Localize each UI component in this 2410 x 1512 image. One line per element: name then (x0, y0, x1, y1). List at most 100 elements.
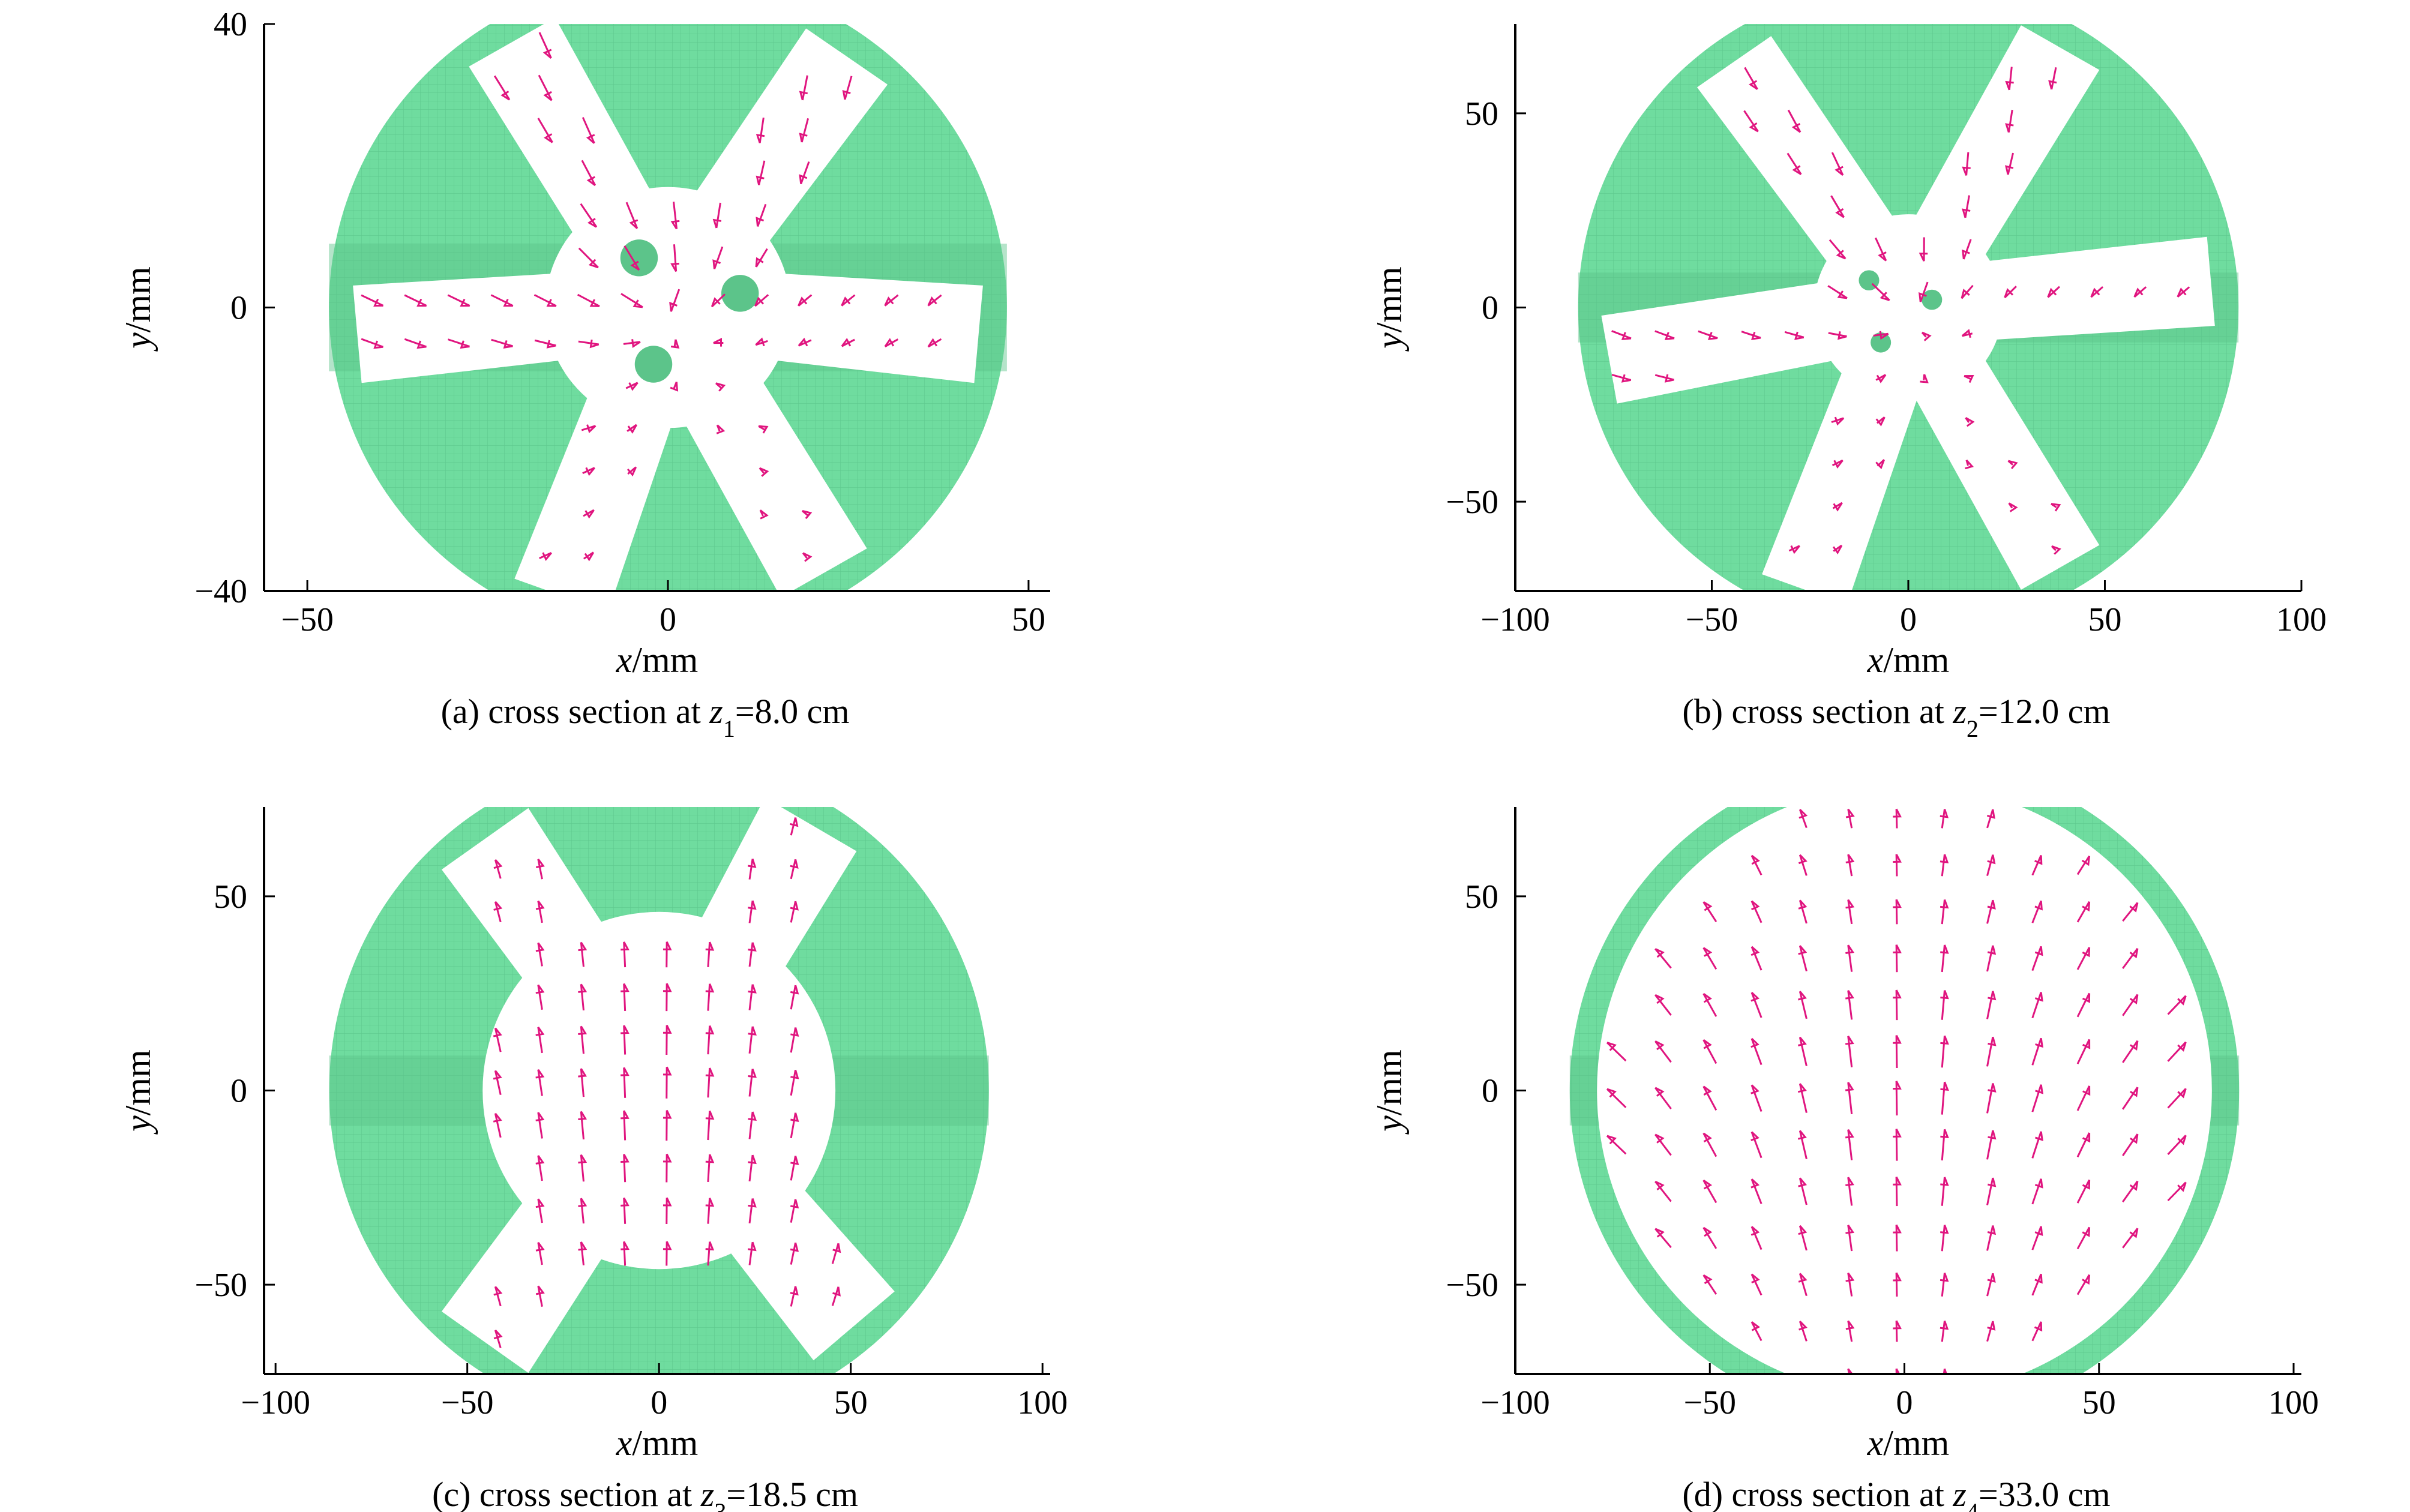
arrow-shaft (1741, 331, 1761, 339)
arrow-shaft (1895, 944, 1898, 973)
arrow-head (1702, 1039, 1712, 1049)
arrow-shaft (1941, 854, 1946, 877)
arrow-head (1664, 332, 1675, 340)
arrow-head (2177, 287, 2187, 298)
arrow-shaft (2031, 1178, 2042, 1205)
arrow-head (1895, 1368, 1901, 1374)
arrow-head (1750, 946, 1760, 956)
arrow-head (1893, 989, 1902, 999)
arrow-head (748, 859, 757, 868)
arrow-head (790, 1069, 799, 1079)
arrow-shaft (581, 160, 596, 186)
arrow-shaft (1847, 1036, 1853, 1067)
arrow-shaft (580, 1154, 584, 1182)
arrow-shaft (580, 1198, 584, 1224)
arrow-head (1893, 1034, 1902, 1044)
arrow-head (2034, 1274, 2043, 1284)
arrow-shaft (1702, 901, 1717, 923)
arrow-head (1879, 331, 1889, 340)
arrow-head (621, 1197, 630, 1207)
arrow-shaft (1786, 152, 1802, 175)
arrow-shaft (1986, 1321, 1994, 1342)
arrow-head (748, 1241, 757, 1252)
arrow-head (621, 983, 630, 992)
arrow-shaft (447, 294, 470, 307)
arrow-head (1702, 1274, 1713, 1285)
arrow-head (1845, 1129, 1854, 1139)
arrow-head (1750, 900, 1760, 911)
arrow-shaft (1941, 809, 1946, 829)
arrow-shaft (2031, 946, 2042, 971)
arrow-shaft (1941, 1177, 1946, 1206)
arrow-head (1621, 374, 1631, 383)
arrow-shaft (715, 202, 721, 229)
arrow-head (799, 133, 808, 143)
arrow-shaft (2167, 1041, 2187, 1062)
arrow-shaft (1847, 899, 1853, 925)
arrow-head (2130, 1040, 2139, 1051)
arrow-head (663, 1197, 672, 1207)
arrow-head (1940, 808, 1949, 818)
arrow-head (1893, 1128, 1902, 1138)
plot-area-b (1578, 24, 2239, 591)
x-tick-label: 0 (651, 1384, 667, 1421)
arrow-shaft (748, 942, 754, 967)
arrow-shaft (844, 76, 853, 100)
fluid-region (1597, 807, 2212, 1374)
arrow-shaft (2076, 992, 2090, 1018)
arrow-head (1836, 250, 1846, 260)
arrow-head (1654, 994, 1665, 1004)
arrow-shaft (1654, 330, 1675, 340)
arrow-head (1845, 899, 1855, 909)
arrow-shaft (539, 552, 552, 559)
arrow-shaft (1895, 899, 1898, 925)
arrow-shaft (1847, 1129, 1853, 1160)
arrow-shaft (1919, 281, 1929, 302)
arrow-shaft (1798, 945, 1808, 971)
arrow-shaft (447, 338, 470, 347)
arrow-shaft (1961, 284, 1974, 299)
x-tick-label: 50 (834, 1384, 868, 1421)
velocity-arrows (493, 817, 841, 1348)
arrow-head (1833, 460, 1844, 469)
arrow-shaft (494, 901, 502, 923)
arrow-shaft (491, 338, 513, 347)
arrow-head (2008, 502, 2018, 512)
arrow-shaft (1702, 1180, 1717, 1204)
arrow-shaft (494, 859, 502, 879)
fluid-channel-5 (514, 361, 684, 591)
arrow-shaft (801, 118, 810, 143)
arrow-shaft (1744, 67, 1758, 90)
arrow-head (621, 941, 630, 951)
arrow-head (493, 1286, 503, 1296)
arrow-shaft (537, 118, 553, 143)
arrow-head (1798, 809, 1808, 819)
fluid-channel-2 (441, 808, 636, 1030)
arrow-head (503, 298, 513, 307)
arrow-shaft (533, 294, 557, 307)
arrow-head (535, 1027, 545, 1036)
arrow-head (1751, 1273, 1760, 1284)
arrow-shaft (1702, 947, 1717, 970)
x-tick-label: 0 (660, 601, 676, 638)
arrow-head (535, 1155, 545, 1165)
arrow-head (2177, 1182, 2187, 1192)
arrow-head (1845, 990, 1854, 1000)
arrow-shaft (1606, 1135, 1627, 1155)
arrow-shaft (578, 340, 599, 346)
arrow-shaft (493, 75, 511, 101)
arrow-head (754, 296, 765, 307)
x-tick-label: 50 (1012, 601, 1045, 638)
arrow-head (1750, 1226, 1760, 1236)
arrow-head (1702, 901, 1713, 911)
x-tick-label: 50 (2088, 601, 2122, 638)
arrow-head (2130, 1087, 2139, 1097)
arrow-shaft (1847, 1321, 1853, 1342)
arrow-shaft (1986, 1130, 1994, 1160)
arrow-shaft (790, 859, 797, 880)
arrow-head (790, 985, 799, 995)
arrow-head (1845, 1272, 1855, 1282)
arrow-shaft (1895, 1369, 1898, 1374)
arrow-shaft (2167, 1088, 2187, 1109)
arrow-head (1798, 854, 1808, 865)
